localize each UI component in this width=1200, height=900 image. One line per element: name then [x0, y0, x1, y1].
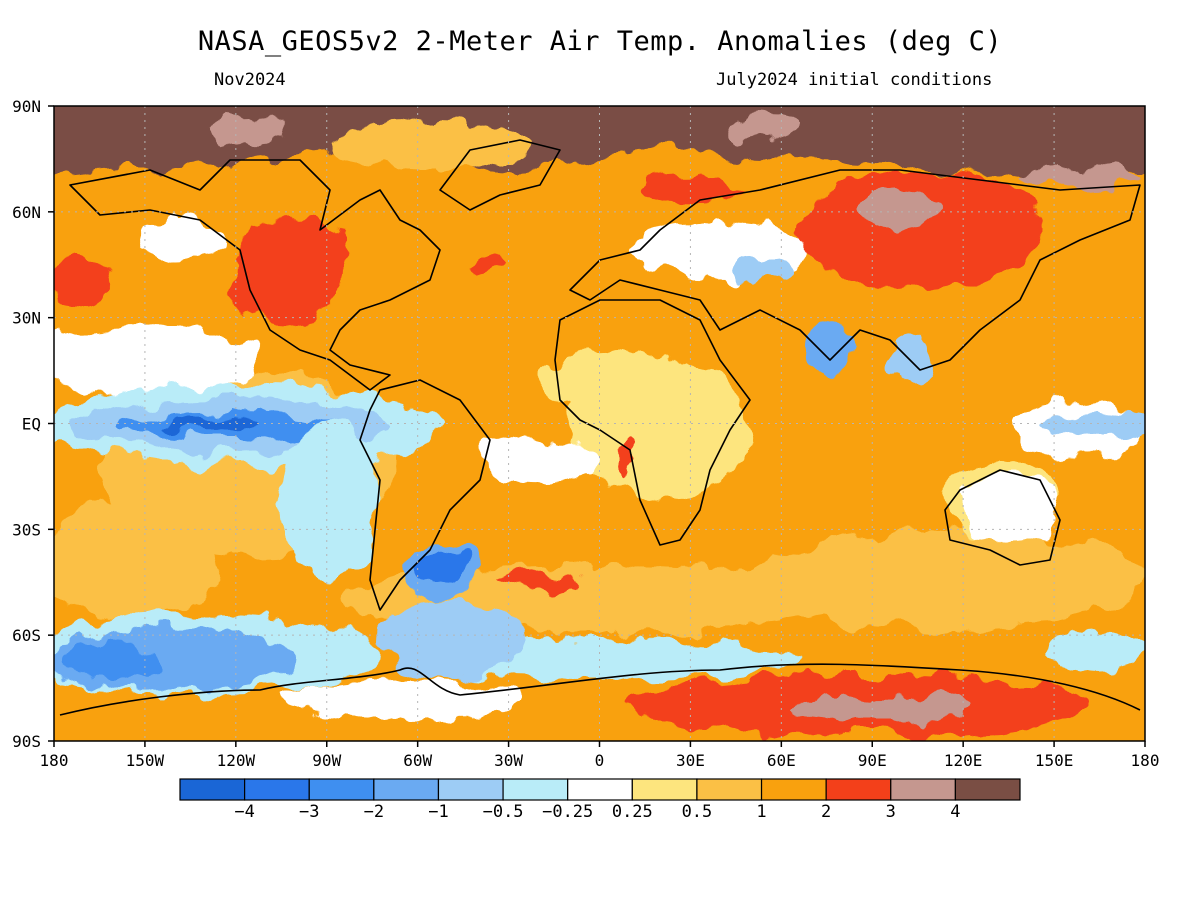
coast-australia	[944, 469, 1061, 566]
colorbar-swatch	[760, 778, 827, 801]
colorbar-swatch	[567, 778, 633, 801]
field-patch	[1050, 630, 1145, 670]
field-patch	[720, 116, 800, 140]
colorbar-label: 4	[950, 802, 960, 822]
colorbar-swatch	[954, 778, 1021, 801]
lat-tick-label: 60N	[12, 203, 41, 222]
lon-tick-label: 90E	[858, 751, 887, 770]
lon-tick-label: 0	[595, 751, 605, 770]
colorbar-label: 0.25	[612, 802, 653, 822]
field-patch	[54, 500, 220, 620]
colorbar-swatch	[308, 778, 375, 801]
map-grid	[54, 106, 1145, 741]
coast-antarctica	[59, 663, 1141, 716]
field-patch	[1040, 411, 1145, 439]
arctic-anomaly	[54, 106, 1145, 176]
field-patch	[54, 255, 110, 305]
colorbar-label: −0.5	[483, 802, 524, 822]
colorbar-swatch	[373, 778, 440, 801]
field-patch	[730, 256, 790, 284]
coast-north-america	[69, 159, 441, 391]
colorbar-swatch	[437, 778, 504, 801]
colorbar-swatch	[244, 778, 310, 801]
colorbar-label: −3	[299, 802, 319, 822]
colorbar-swatch	[631, 778, 698, 801]
field-patch	[500, 570, 580, 590]
field-patch	[210, 118, 290, 146]
lon-tick-label: 180	[40, 751, 69, 770]
lon-tick-label: 30E	[676, 751, 705, 770]
field-patch	[805, 320, 855, 370]
initial-conditions: July2024 initial conditions	[716, 70, 993, 90]
coast-eurasia	[569, 169, 1141, 371]
colorbar-label: −4	[234, 802, 254, 822]
map-axes: 180 150W 120W 90W 60W 30W 0 30E 60E 90E 120E 150E 18…	[12, 97, 1159, 770]
coast-south-america	[359, 379, 491, 611]
colorbar-label: −1	[428, 802, 448, 822]
lon-tick-label: 150E	[1035, 751, 1074, 770]
field-patch	[280, 420, 380, 580]
colorbar-label: 3	[886, 802, 896, 822]
field-patch	[860, 190, 940, 230]
colorbar: −4 −3 −2 −1 −0.5 −0.25 0.25 0.5 1 2 3 4	[179, 778, 1021, 822]
coast-greenland	[439, 139, 561, 211]
coast-africa	[554, 299, 751, 546]
field-patch	[790, 694, 970, 722]
lat-tick-label: 90N	[12, 97, 41, 116]
lat-tick-label: 60S	[12, 626, 41, 645]
field-patch	[230, 215, 350, 325]
coastlines	[59, 139, 1141, 716]
lat-tick-label: 30N	[12, 309, 41, 328]
field-patch	[1020, 170, 1140, 186]
field-patch	[476, 255, 504, 275]
field-patch	[480, 435, 600, 485]
field-patch	[415, 547, 465, 583]
field-patch	[540, 350, 700, 410]
field-patch	[624, 445, 636, 485]
lat-tick-label: 30S	[12, 520, 41, 539]
field-patch	[800, 170, 1040, 290]
field-patch	[60, 642, 160, 678]
lon-tick-label: 30W	[494, 751, 523, 770]
forecast-month: Nov2024	[214, 70, 286, 90]
field-patch	[280, 680, 520, 720]
lon-tick-label: 120W	[217, 751, 256, 770]
colorbar-swatch	[696, 778, 763, 801]
lon-tick-label: 90W	[312, 751, 341, 770]
colorbar-swatch	[825, 778, 892, 801]
field-patch	[960, 475, 1060, 545]
lat-tick-label: EQ	[22, 415, 41, 434]
colorbar-label: 2	[821, 802, 831, 822]
colorbar-label: 1	[756, 802, 766, 822]
lat-tick-label: 90S	[12, 732, 41, 751]
map-title: NASA_GEOS5v2 2-Meter Air Temp. Anomalies…	[197, 26, 1003, 57]
colorbar-swatch	[502, 778, 569, 801]
lon-tick-label: 180	[1131, 751, 1160, 770]
colorbar-label: 0.5	[682, 802, 713, 822]
field-patch	[330, 123, 530, 167]
field-patch	[140, 215, 220, 265]
colorbar-swatch	[890, 778, 956, 801]
lon-tick-label: 150W	[126, 751, 165, 770]
field-patch	[54, 325, 260, 395]
field-patch	[380, 600, 520, 680]
lon-tick-label: 60W	[403, 751, 432, 770]
colorbar-label: −0.25	[542, 802, 593, 822]
lon-tick-label: 120E	[944, 751, 983, 770]
colorbar-swatch	[179, 778, 246, 801]
lon-tick-label: 60E	[767, 751, 796, 770]
colorbar-label: −2	[364, 802, 384, 822]
